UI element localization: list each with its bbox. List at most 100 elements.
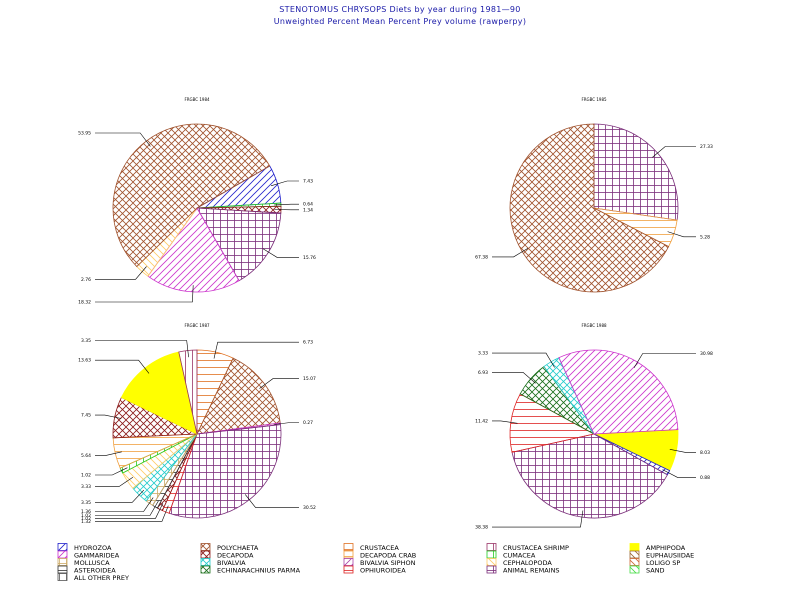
slice-value-label: 2.76 [81,277,91,283]
legend-item-polychaeta: POLYCHAETA [200,543,259,552]
legend-item-echinarachniusparma: ECHINARACHNIUS PARMA [200,565,301,575]
chart-legend: HYDROZOA POLYCHAETA CRUSTACEA CRUSTACEA SHR… [57,543,694,582]
chart-title: STENOTOMUS CHRYSOPS Diets by year during… [279,5,521,14]
legend-item-asteroidea: ASTEROIDEA [57,565,116,575]
legend-label: EUPHAUSIIDAE [646,552,694,560]
legend-label: AMPHIPODA [646,544,686,552]
legend-label: OPHIUROIDEA [360,567,406,575]
leader-line [95,451,122,456]
pie-title: FRGBC 1988 [581,323,607,328]
legend-swatch [57,550,68,559]
slice-value-label: 15.07 [303,376,316,382]
pie-second: FRGBC 1985 27.33 5.28 67.38 [475,97,713,293]
legend-label: ASTEROIDEA [74,567,116,575]
legend-label: LOLIGO SP [646,559,680,567]
slice-value-label: 27.33 [700,144,713,150]
slice-value-label: 53.95 [78,130,91,136]
legend-swatch [343,565,354,574]
pie-third: FRGBC 19876.7315.070.2730.521.321.021.02… [78,323,316,525]
slice-value-label: 67.38 [475,254,488,260]
leader-line [95,266,147,280]
slice-value-label: 11.42 [475,418,488,424]
pie-title: FRGBC 1985 [581,97,607,102]
slice-value-label: 3.33 [478,351,488,357]
legend-label: DECAPODA [217,552,254,560]
legend-item-loligosp: LOLIGO SP [629,558,680,567]
legend-item-cephalopoda: CEPHALOPODA [486,558,552,567]
leader-line [95,285,194,303]
legend-swatch [486,558,497,566]
legend-item-decapoda: DECAPODA [200,550,254,560]
legend-swatch [629,550,640,559]
legend-label: CUMACEA [503,552,536,560]
legend-swatch [57,543,68,551]
legend-label: SAND [646,567,665,575]
legend-swatch [57,558,68,566]
legend-swatch [200,550,211,559]
pie-fourth: FRGBC 1988 8.03 0.88 38.38 11.42 6.93 3.33 30.9… [475,323,713,531]
leader-line [95,414,122,419]
legend-label: ANIMAL REMAINS [503,567,560,575]
slice-value-label: 5.64 [81,453,91,459]
legend-item-crustaceashrimp: CRUSTACEA SHRIMP [486,543,569,552]
legend-item-bivalviasiphon: BIVALVIA SIPHON [343,558,416,567]
legend-label: MOLLUSCA [74,559,110,567]
legend-label: CRUSTACEA SHRIMP [503,544,569,552]
leader-line [274,203,299,206]
leader-line [669,449,696,453]
leader-line [95,467,128,476]
slice-value-label: 3.35 [81,338,91,344]
slice-value-label: 3.35 [81,500,91,506]
legend-item-crustacea: CRUSTACEA [343,543,399,552]
leader-line [492,352,555,368]
legend-item-cumacea: CUMACEA [486,550,536,560]
leader-line [492,247,529,258]
slice-value-label: 6.93 [478,370,488,376]
slice-value-label: 0.88 [700,475,710,481]
slice-value-label: 0.64 [303,202,313,208]
slice-value-label: 1.36 [81,509,91,515]
legend-swatch [343,550,354,559]
slice-value-label: 1.02 [81,513,91,519]
slice-value-label: 15.76 [303,255,316,261]
legend-swatch [343,543,354,551]
legend-swatch [200,565,211,574]
legend-label: BIVALVIA SIPHON [360,559,416,567]
chart-subtitle: Unweighted Percent Mean Percent Prey vol… [273,17,527,26]
leader-line [492,510,584,528]
legend-item-bivalvia: BIVALVIA [200,558,246,567]
leader-line [262,248,299,258]
leader-line [95,489,145,503]
legend-swatch [200,558,211,566]
legend-swatch [200,543,211,551]
legend-label: ALL OTHER PREY [74,574,129,582]
legend-swatch [57,573,68,581]
legend-label: CRUSTACEA [360,544,399,552]
legend-label: HYDROZOA [74,544,112,552]
legend-swatch [629,543,640,551]
leader-line [244,494,299,508]
slice-value-label: 6.73 [303,340,313,346]
leader-line [95,340,189,358]
leader-line [213,341,299,359]
leader-line [95,500,159,516]
slice-value-label: 7.45 [81,413,91,419]
legend-item-gammaridea: GAMMARIDEA [57,550,120,560]
legend-swatch [343,558,354,566]
leader-line [492,371,536,384]
slice-value-label: 1.34 [303,207,313,213]
slice-value-label: 5.28 [700,234,710,240]
leader-line [95,503,164,519]
slice-value-label: 7.43 [303,178,313,184]
legend-label: BIVALVIA [217,559,246,567]
pie-first: FRGBC 1984 7.43 0.641.34 15.76 18.32 2.76 53.9… [78,97,316,305]
leader-line [633,353,696,369]
leader-line [270,180,299,187]
legend-item-amphipoda: AMPHIPODA [629,543,686,552]
slice-value-label: 1.32 [81,519,91,525]
legend-item-ophiuroidea: OPHIUROIDEA [343,565,406,575]
slice-value-label: 8.03 [700,450,710,456]
legend-item-mollusca: MOLLUSCA [57,558,110,567]
legend-item-animalremains: ANIMAL REMAINS [486,565,560,575]
